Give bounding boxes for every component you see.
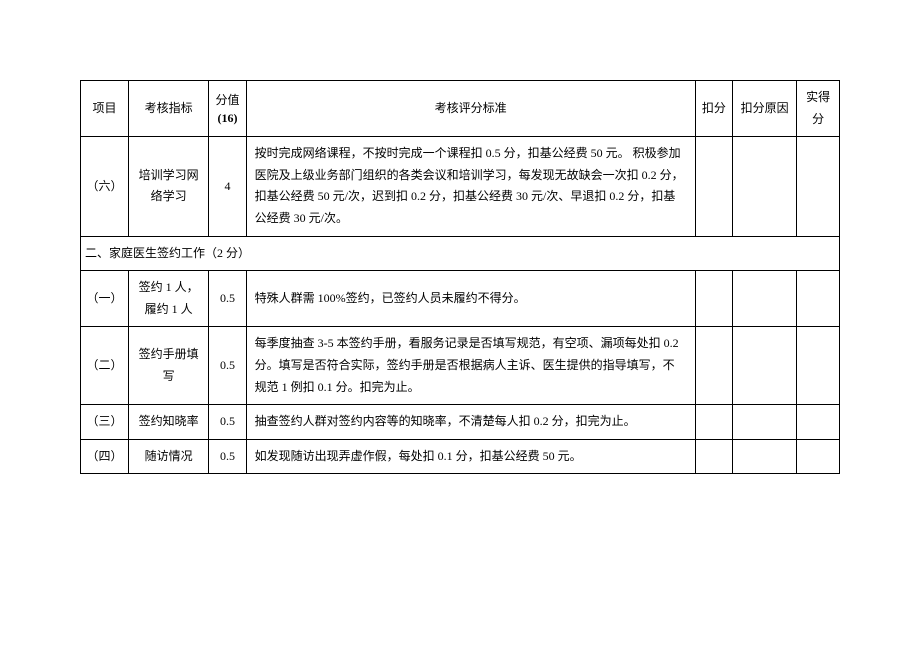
cell-indicator-6: 培训学习网络学习 (129, 137, 209, 236)
table-header-row: 项目 考核指标 分值 (16) 考核评分标准 扣分 扣分原因 实得分 (81, 81, 840, 137)
cell-actual-2-3 (797, 405, 840, 440)
cell-actual-2-1 (797, 271, 840, 327)
cell-reason-6 (733, 137, 797, 236)
cell-criteria-2-1: 特殊人群需 100%签约，已签约人员未履约不得分。 (246, 271, 695, 327)
cell-indicator-2-4: 随访情况 (129, 439, 209, 474)
cell-project-2-3: （三） (81, 405, 129, 440)
table-row: （二） 签约手册填写 0.5 每季度抽查 3-5 本签约手册，看服务记录是否填写… (81, 327, 840, 405)
header-indicator: 考核指标 (129, 81, 209, 137)
header-actual: 实得分 (797, 81, 840, 137)
cell-reason-2-3 (733, 405, 797, 440)
cell-score-2-3: 0.5 (209, 405, 246, 440)
header-score-sub: (16) (217, 111, 237, 125)
header-score: 分值 (16) (209, 81, 246, 137)
cell-reason-2-1 (733, 271, 797, 327)
cell-deduct-2-1 (695, 271, 732, 327)
cell-actual-2-4 (797, 439, 840, 474)
cell-criteria-2-2: 每季度抽查 3-5 本签约手册，看服务记录是否填写规范，有空项、漏项每处扣 0.… (246, 327, 695, 405)
cell-indicator-2-3: 签约知晓率 (129, 405, 209, 440)
cell-reason-2-2 (733, 327, 797, 405)
cell-reason-2-4 (733, 439, 797, 474)
header-reason: 扣分原因 (733, 81, 797, 137)
cell-deduct-6 (695, 137, 732, 236)
cell-deduct-2-2 (695, 327, 732, 405)
header-deduct: 扣分 (695, 81, 732, 137)
cell-score-2-2: 0.5 (209, 327, 246, 405)
header-criteria: 考核评分标准 (246, 81, 695, 137)
cell-actual-6 (797, 137, 840, 236)
cell-project-2-2: （二） (81, 327, 129, 405)
cell-actual-2-2 (797, 327, 840, 405)
section-2-title: 二、家庭医生签约工作（2 分） (81, 236, 840, 271)
assessment-table: 项目 考核指标 分值 (16) 考核评分标准 扣分 扣分原因 实得分 （六） 培… (80, 80, 840, 474)
cell-score-2-1: 0.5 (209, 271, 246, 327)
cell-criteria-6: 按时完成网络课程，不按时完成一个课程扣 0.5 分，扣基公经费 50 元。 积极… (246, 137, 695, 236)
cell-score-2-4: 0.5 (209, 439, 246, 474)
cell-criteria-2-4: 如发现随访出现弄虚作假，每处扣 0.1 分，扣基公经费 50 元。 (246, 439, 695, 474)
cell-score-6: 4 (209, 137, 246, 236)
cell-criteria-2-3: 抽查签约人群对签约内容等的知晓率，不清楚每人扣 0.2 分，扣完为止。 (246, 405, 695, 440)
table-row: （一） 签约 1 人，履约 1 人 0.5 特殊人群需 100%签约，已签约人员… (81, 271, 840, 327)
cell-deduct-2-3 (695, 405, 732, 440)
cell-project-6: （六） (81, 137, 129, 236)
section-header-row: 二、家庭医生签约工作（2 分） (81, 236, 840, 271)
cell-deduct-2-4 (695, 439, 732, 474)
cell-indicator-2-1: 签约 1 人，履约 1 人 (129, 271, 209, 327)
cell-indicator-2-2: 签约手册填写 (129, 327, 209, 405)
table-row: （三） 签约知晓率 0.5 抽查签约人群对签约内容等的知晓率，不清楚每人扣 0.… (81, 405, 840, 440)
table-row: （六） 培训学习网络学习 4 按时完成网络课程，不按时完成一个课程扣 0.5 分… (81, 137, 840, 236)
header-project: 项目 (81, 81, 129, 137)
cell-project-2-1: （一） (81, 271, 129, 327)
table-row: （四） 随访情况 0.5 如发现随访出现弄虚作假，每处扣 0.1 分，扣基公经费… (81, 439, 840, 474)
header-score-label: 分值 (215, 93, 239, 107)
cell-project-2-4: （四） (81, 439, 129, 474)
